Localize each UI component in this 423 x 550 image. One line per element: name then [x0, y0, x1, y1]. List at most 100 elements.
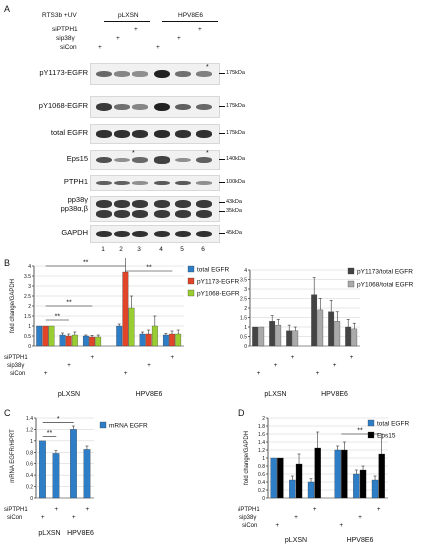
treatment-mark: + [44, 370, 48, 377]
blot-name-label: total EGFR [50, 128, 88, 137]
y-tick-label: 1 [244, 325, 247, 331]
bar [351, 328, 358, 347]
blot-band [196, 156, 212, 164]
blot-band [132, 181, 148, 185]
bar [275, 324, 282, 347]
group-label: pLXSN [38, 530, 60, 537]
lane-number: 3 [137, 246, 141, 253]
treatment-mark: + [316, 370, 320, 377]
treatment-label: siCon [242, 523, 257, 529]
panel-c-letter: C [4, 408, 11, 418]
blot-name-label: GAPDH [61, 228, 88, 237]
y-tick-label: 1.4 [258, 440, 265, 446]
lane-number: 6 [201, 246, 205, 253]
y-axis-label: fold change/GAPDH [10, 279, 16, 333]
lane-number: 1 [101, 246, 105, 253]
bar [82, 335, 89, 347]
treatment-label: sip38γ [56, 35, 75, 42]
molecular-weight-label: 35kDa [226, 208, 242, 214]
treatment-mark: + [291, 354, 295, 361]
panel-b-chart-2: 0 0.5 1 1.5 2 2.5 3 3.5 4 pY1173/total EGFR pY1068… [238, 267, 414, 398]
blot-band [96, 210, 112, 218]
cell-condition-label: RTS3b +UV [42, 12, 77, 19]
blot-band [196, 130, 212, 138]
treatment-label: sip38γ [7, 363, 24, 369]
significance-mark: ** [47, 430, 53, 437]
blot-band [114, 210, 130, 218]
y-tick-label: 1.5 [240, 316, 247, 322]
group-label: HPV8E6 [136, 391, 163, 398]
bar [169, 333, 175, 347]
bar [334, 321, 341, 347]
bar [252, 326, 259, 347]
molecular-weight-label: 43kDa [226, 199, 242, 205]
blot-band [175, 157, 191, 163]
bar [42, 325, 49, 347]
treatment-mark: + [274, 362, 278, 369]
bar [353, 473, 360, 499]
panel-c-chart: 0 0.2 0.4 0.6 0.8 1 1.2 1.4 mRNA EGFR/HPRT mRNA E… [4, 416, 148, 537]
treatment-mark: + [134, 26, 138, 33]
legend-swatch [187, 265, 195, 273]
blot-band [175, 200, 191, 208]
blot-band [175, 210, 191, 218]
lane-number: 2 [119, 246, 123, 253]
treatment-mark: + [313, 506, 317, 513]
bar [307, 481, 315, 499]
bar [59, 334, 66, 347]
y-tick-label: 0.8 [26, 450, 33, 456]
bar [292, 330, 299, 347]
significance-mark: ** [146, 265, 152, 272]
blot-band [96, 200, 112, 208]
mw-tick [219, 233, 225, 234]
legend-label: pY1068/total EGFR [357, 282, 414, 289]
treatment-mark: + [85, 506, 89, 513]
blot-band [154, 130, 170, 138]
y-tick-label: 1 [262, 456, 265, 462]
legend-swatch [187, 277, 195, 285]
treatment-mark: + [294, 514, 298, 521]
blot-band [154, 200, 170, 208]
group-label: HPV8E6 [321, 391, 348, 398]
legend-label: pY1173/total EGFR [357, 269, 413, 276]
legend-label: total EGFR [377, 421, 409, 428]
y-tick-label: 2.5 [24, 294, 31, 300]
treatment-mark: + [147, 362, 151, 369]
blot-band [154, 210, 170, 218]
asterisk-mark: * [132, 150, 135, 157]
significance-mark: ** [66, 300, 72, 307]
y-axis-label: mRNA EGFR/HPRT [10, 429, 16, 483]
group-underline-plxsn [104, 21, 150, 22]
y-tick-label: 0.4 [26, 473, 33, 479]
blot-band [196, 103, 212, 111]
y-tick-label: 3.5 [24, 274, 31, 280]
treatment-mark: + [339, 522, 343, 529]
mw-tick [219, 73, 225, 74]
bar [334, 449, 341, 499]
blot-band [132, 230, 148, 238]
treatment-label: siCon [60, 44, 77, 51]
mw-tick [219, 106, 225, 107]
bar [139, 333, 146, 347]
blot-strip [90, 96, 220, 118]
legend-swatch [367, 419, 375, 427]
blot-name-label: pY1068-EGFR [38, 101, 88, 110]
treatment-label: siCon [10, 371, 25, 377]
blot-band [175, 230, 191, 238]
significance-mark: ** [357, 428, 363, 435]
molecular-weight-label: 100kDa [226, 179, 245, 185]
molecular-weight-label: 175kDa [226, 130, 245, 136]
bar [52, 453, 60, 499]
y-tick-label: 2 [28, 304, 31, 310]
blot-band [175, 130, 191, 138]
y-tick-label: 0 [28, 344, 31, 350]
group-label: pLXSN [285, 537, 307, 544]
panel-b-chart-1: 0 0.5 1 1.5 2 2.5 3 3.5 4 fold change/GAPDH total … [4, 258, 240, 398]
treatment-mark: + [275, 522, 279, 529]
bar [128, 307, 135, 347]
treatment-mark: + [333, 362, 337, 369]
blot-band [114, 103, 130, 111]
y-axis-label: fold change/GAPDH [244, 431, 250, 485]
treatment-mark: + [257, 370, 261, 377]
bar [341, 449, 348, 499]
